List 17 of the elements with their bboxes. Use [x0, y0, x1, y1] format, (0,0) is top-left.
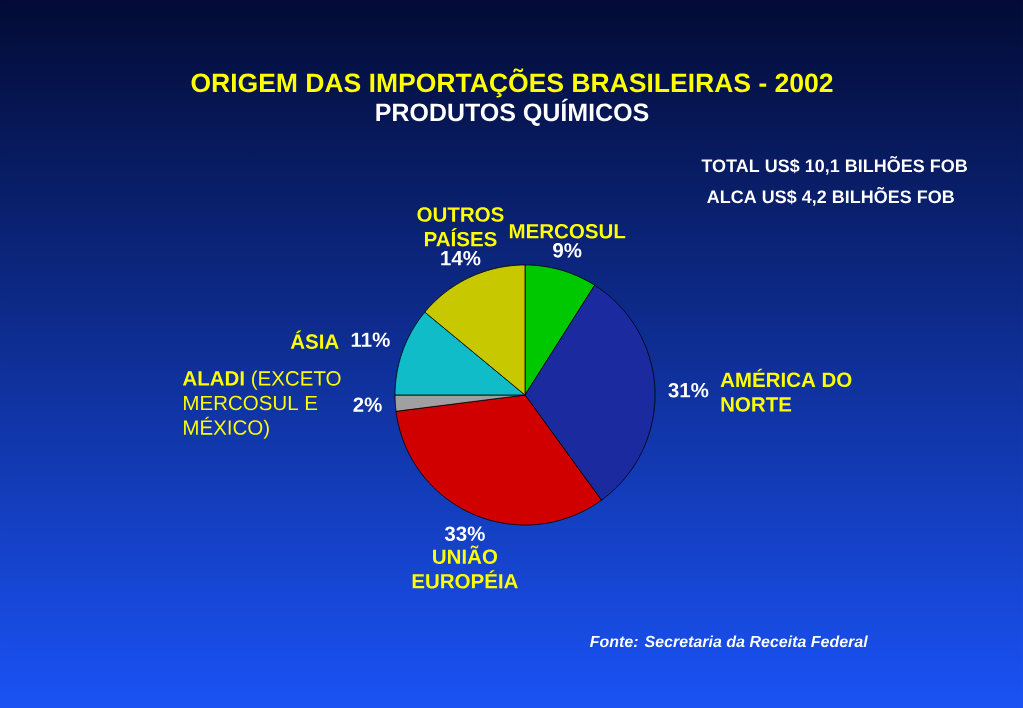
data-label: 11%	[351, 332, 390, 347]
data-label: 31%	[668, 382, 709, 398]
text: TOTAL US$ 10,1 BILHÕES FOB	[701, 155, 967, 175]
slice-label: OUTROS PAÍSES	[417, 207, 504, 247]
chart-subtitle: PRODUTOS QUÍMICOS	[376, 98, 649, 126]
slice-label: ALADI (EXCETO MERCOSUL E MÉXICO)	[182, 370, 341, 439]
source-note: Fonte: Secretaria da Receita Federal	[589, 635, 868, 648]
data-label: 9%	[553, 243, 582, 258]
slice-label: AMÉRICA DO NORTE	[720, 368, 852, 412]
chart-title: ORIGEM DAS IMPORTAÇÕES BRASILEIRAS - 2002	[191, 68, 833, 98]
text: ALCA US$ 4,2 BILHÕES FOB	[707, 186, 954, 206]
data-label: 2%	[353, 397, 382, 412]
slice-label: MERCOSUL	[509, 224, 626, 239]
data-label: 14%	[441, 250, 481, 266]
data-label: 33%	[444, 526, 485, 541]
slice-label: ÁSIA	[290, 330, 339, 349]
slice-label: UNIÃO EUROPÉIA	[412, 545, 518, 589]
